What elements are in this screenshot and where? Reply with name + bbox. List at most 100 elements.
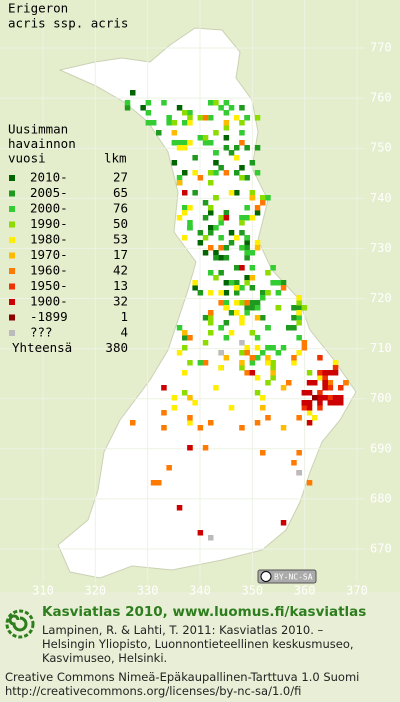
record-square	[244, 215, 250, 221]
record-square	[197, 230, 204, 236]
record-square	[332, 365, 339, 371]
record-square	[338, 385, 344, 391]
record-square	[244, 245, 250, 251]
x-tick-label: 340	[189, 584, 211, 598]
record-square	[187, 140, 193, 146]
record-square	[176, 175, 183, 181]
record-square	[260, 405, 266, 411]
record-square	[332, 400, 339, 406]
record-square	[182, 145, 188, 151]
record-square	[176, 505, 183, 511]
record-square	[239, 245, 245, 251]
record-square	[228, 190, 235, 196]
y-tick-label: 700	[370, 391, 392, 405]
record-square	[208, 330, 214, 336]
record-square	[202, 340, 209, 346]
record-square	[228, 150, 235, 156]
record-square	[166, 115, 172, 121]
record-square	[296, 450, 302, 456]
x-tick-label: 350	[241, 584, 263, 598]
record-square	[223, 145, 230, 151]
record-square	[249, 275, 256, 281]
record-square	[249, 300, 256, 306]
record-square	[296, 320, 302, 326]
record-square	[202, 115, 209, 121]
record-square	[296, 335, 302, 341]
record-square	[291, 360, 297, 366]
record-square	[197, 115, 204, 121]
record-square	[208, 320, 214, 326]
logo	[5, 609, 35, 639]
record-square	[270, 370, 276, 376]
x-tick-label: 360	[294, 584, 316, 598]
record-square	[145, 100, 152, 106]
legend-count: 27	[113, 170, 128, 185]
record-square	[208, 310, 214, 316]
record-square	[317, 375, 323, 381]
record-square	[218, 365, 224, 371]
record-square	[218, 290, 224, 296]
record-square	[296, 310, 302, 316]
record-square	[296, 295, 302, 301]
record-square	[275, 290, 282, 296]
legend-count: 4	[120, 325, 128, 340]
record-square	[171, 405, 178, 411]
record-square	[182, 110, 188, 116]
record-square	[301, 305, 308, 311]
record-square	[249, 370, 256, 376]
record-square	[223, 110, 230, 116]
x-tick-label: 310	[32, 584, 54, 598]
record-square	[291, 315, 297, 321]
legend-swatch	[9, 252, 15, 259]
record-square	[244, 145, 250, 151]
record-square	[192, 155, 198, 161]
record-square	[145, 120, 152, 126]
record-square	[187, 120, 193, 126]
record-square	[156, 480, 162, 486]
record-square	[213, 255, 219, 261]
record-square	[218, 220, 224, 226]
y-tick-label: 720	[370, 291, 392, 305]
record-square	[306, 380, 313, 386]
record-square	[166, 120, 172, 126]
record-square	[124, 100, 131, 106]
record-square	[208, 290, 214, 296]
record-square	[187, 395, 193, 401]
record-square	[244, 175, 250, 181]
record-square	[296, 470, 302, 476]
legend-count: 53	[113, 232, 128, 247]
record-square	[301, 405, 308, 411]
record-square	[218, 325, 224, 331]
record-square	[244, 255, 250, 261]
cc-icon	[260, 571, 272, 582]
record-square	[228, 105, 235, 111]
record-square	[312, 415, 318, 421]
y-tick-label: 710	[370, 341, 392, 355]
citation-line: Kasvimuseo, Helsinki.	[42, 651, 167, 665]
record-square	[202, 250, 209, 256]
legend-count: 32	[113, 294, 128, 309]
record-square	[317, 370, 323, 376]
legend-period: 1900-	[30, 294, 68, 309]
legend-swatch	[9, 206, 15, 212]
record-square	[260, 395, 266, 401]
record-square	[239, 165, 245, 171]
record-square	[327, 380, 334, 386]
record-square	[249, 215, 256, 221]
record-square	[213, 250, 219, 256]
record-square	[223, 320, 230, 326]
record-square	[275, 350, 282, 356]
record-square	[280, 425, 287, 431]
record-square	[197, 175, 204, 181]
record-square	[208, 420, 214, 426]
record-square	[260, 295, 266, 301]
record-square	[223, 255, 230, 261]
record-square	[228, 405, 235, 411]
license-line: http://creativecommons.org/licenses/by-n…	[5, 684, 301, 698]
record-square	[150, 120, 157, 126]
x-tick-label: 330	[137, 584, 159, 598]
record-square	[317, 405, 323, 411]
record-square	[208, 230, 214, 236]
record-square	[244, 345, 250, 351]
record-square	[234, 235, 240, 241]
